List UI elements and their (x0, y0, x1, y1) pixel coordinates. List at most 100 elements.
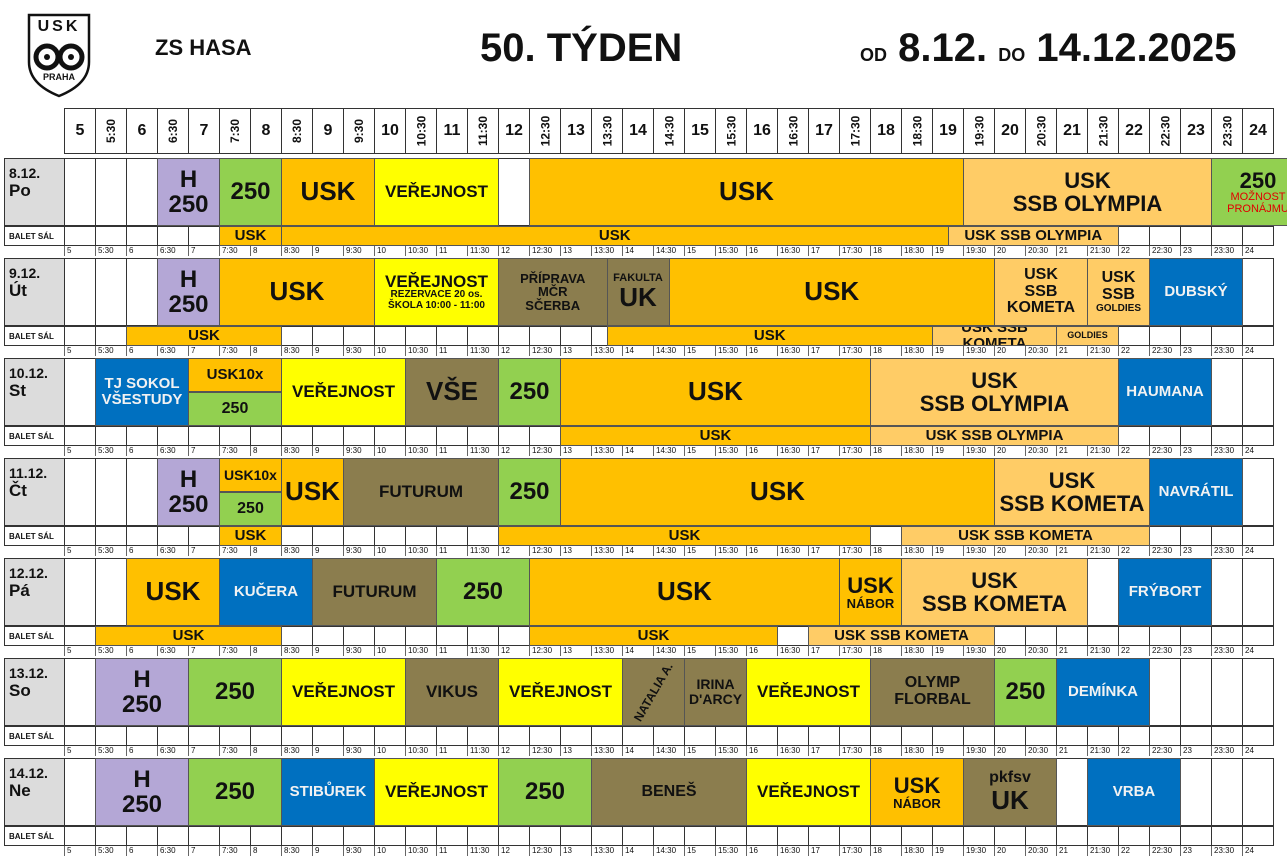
booking-block[interactable]: 250 (188, 392, 282, 426)
booking-block[interactable]: USK (560, 358, 871, 426)
time-tick: 19:30 (963, 346, 994, 356)
time-tick: 6 (126, 246, 157, 256)
booking-block[interactable]: USK SSB GOLDIES (1087, 258, 1150, 326)
booking-block[interactable]: FRÝBORT (1118, 558, 1212, 626)
balet-slot (250, 726, 282, 746)
booking-block[interactable]: FAKULTA UK (606, 258, 670, 326)
booking-block[interactable]: 250 (188, 658, 282, 726)
booking-block[interactable]: 250 (994, 658, 1057, 726)
booking-block[interactable]: DUBSKÝ (1149, 258, 1243, 326)
booking-block[interactable]: VEŘEJNOST (281, 358, 406, 426)
balet-booking[interactable]: USK (219, 526, 282, 546)
booking-block[interactable]: VEŘEJNOST REZERVACE 20 os. ŠKOLA 10:00 - 1… (374, 258, 499, 326)
booking-block[interactable]: VEŘEJNOST (281, 658, 406, 726)
booking-block[interactable]: USK SSB KOMETA (994, 258, 1088, 326)
balet-booking[interactable]: USK (219, 226, 282, 246)
booking-block[interactable]: 250 MOŽNOST PRONÁJMU (1211, 158, 1287, 226)
booking-block[interactable]: USK (668, 258, 995, 326)
booking-block[interactable]: USK (281, 158, 375, 226)
balet-booking[interactable]: USK SSB KOMETA (901, 526, 1150, 546)
balet-booking[interactable]: USK (126, 326, 282, 346)
booking-block[interactable]: USK (219, 258, 375, 326)
booking-block[interactable]: pkfsv UK (963, 758, 1057, 826)
balet-booking[interactable]: USK (529, 626, 778, 646)
booking-block[interactable]: 250 (219, 492, 282, 526)
booking-block[interactable]: H 250 (157, 258, 220, 326)
balet-booking[interactable]: USK (498, 526, 871, 546)
booking-block[interactable]: IRINA D'ARCY (684, 658, 747, 726)
booking-block[interactable]: 250 (219, 158, 282, 226)
balet-booking[interactable]: USK (560, 426, 871, 446)
booking-label: PRONÁJMU (1227, 202, 1287, 215)
booking-block[interactable]: 250 (498, 458, 561, 526)
booking-block[interactable]: 250 (498, 358, 561, 426)
booking-block[interactable]: FUTURUM (343, 458, 499, 526)
balet-booking[interactable]: GOLDIES (1056, 326, 1119, 346)
balet-slot (281, 826, 313, 846)
booking-block[interactable]: USK SSB KOMETA (994, 458, 1150, 526)
time-tick: 10:30 (405, 346, 436, 356)
booking-block[interactable]: USK (529, 158, 964, 226)
booking-block[interactable]: HAUMANA (1118, 358, 1212, 426)
balet-booking[interactable]: USK SSB KOMETA (932, 326, 1057, 346)
booking-block[interactable]: FUTURUM (312, 558, 437, 626)
balet-slot (684, 726, 716, 746)
booking-block[interactable]: BENEŠ (591, 758, 747, 826)
booking-block[interactable]: H 250 (157, 158, 220, 226)
booking-block[interactable]: VEŘEJNOST (746, 758, 871, 826)
time-header-label: 22:30 (1158, 115, 1173, 147)
booking-block[interactable]: USK NÁBOR (870, 758, 964, 826)
booking-block[interactable]: OLYMP FLORBAL (870, 658, 995, 726)
balet-slot (95, 826, 127, 846)
time-tick: 5 (64, 746, 95, 756)
balet-booking[interactable]: USK (606, 326, 933, 346)
booking-block[interactable]: VEŘEJNOST (498, 658, 623, 726)
booking-block[interactable]: TJ SOKOL VŠESTUDY (95, 358, 189, 426)
time-tick: 12 (498, 546, 529, 556)
balet-slot (498, 726, 530, 746)
booking-block[interactable]: KUČERA (219, 558, 313, 626)
balet-booking[interactable]: USK (95, 626, 282, 646)
booking-block[interactable]: NATALIA A. (622, 658, 685, 726)
time-tick: 7 (188, 246, 219, 256)
booking-block[interactable]: STIBŮREK (281, 758, 375, 826)
time-tick: 13 (560, 446, 591, 456)
booking-block[interactable]: VŠE (405, 358, 499, 426)
booking-block[interactable]: VEŘEJNOST (374, 158, 499, 226)
booking-block[interactable]: H 250 (95, 658, 189, 726)
booking-block[interactable]: 250 (436, 558, 530, 626)
balet-slot (219, 826, 251, 846)
booking-block[interactable]: VEŘEJNOST (746, 658, 871, 726)
booking-block[interactable]: USK SSB OLYMPIA (963, 158, 1212, 226)
time-tick: 21 (1056, 246, 1087, 256)
ice-slot (1211, 358, 1243, 426)
booking-block[interactable]: NAVRÁTIL (1149, 458, 1243, 526)
booking-block[interactable]: USK (560, 458, 995, 526)
booking-block[interactable]: USK SSB OLYMPIA (870, 358, 1119, 426)
booking-block[interactable]: VRBA (1087, 758, 1181, 826)
booking-block[interactable]: 250 (498, 758, 592, 826)
booking-block[interactable]: VEŘEJNOST (374, 758, 499, 826)
balet-label: BALET SÁL (4, 526, 65, 546)
balet-slot (1118, 226, 1150, 246)
booking-block[interactable]: H 250 (95, 758, 189, 826)
booking-block[interactable]: USK10x (219, 458, 282, 492)
booking-block[interactable]: USK (281, 458, 344, 526)
booking-block[interactable]: VIKUS (405, 658, 499, 726)
time-header-label: 7:30 (228, 118, 242, 144)
booking-block[interactable]: H 250 (157, 458, 220, 526)
booking-block[interactable]: USK (529, 558, 840, 626)
balet-booking[interactable]: USK SSB KOMETA (808, 626, 995, 646)
balet-booking[interactable]: USK SSB OLYMPIA (870, 426, 1119, 446)
balet-booking[interactable]: USK SSB OLYMPIA (947, 226, 1119, 246)
booking-block[interactable]: DEMÍNKA (1056, 658, 1150, 726)
time-tick: 17:30 (839, 846, 870, 856)
booking-block[interactable]: USK (126, 558, 220, 626)
balet-booking[interactable]: USK (281, 226, 949, 246)
balet-slot (64, 626, 96, 646)
booking-block[interactable]: PŘÍPRAVA MČR SČERBA (498, 258, 608, 326)
booking-block[interactable]: USK10x (188, 358, 282, 392)
booking-block[interactable]: USK NÁBOR (839, 558, 902, 626)
booking-block[interactable]: 250 (188, 758, 282, 826)
booking-block[interactable]: USK SSB KOMETA (901, 558, 1088, 626)
